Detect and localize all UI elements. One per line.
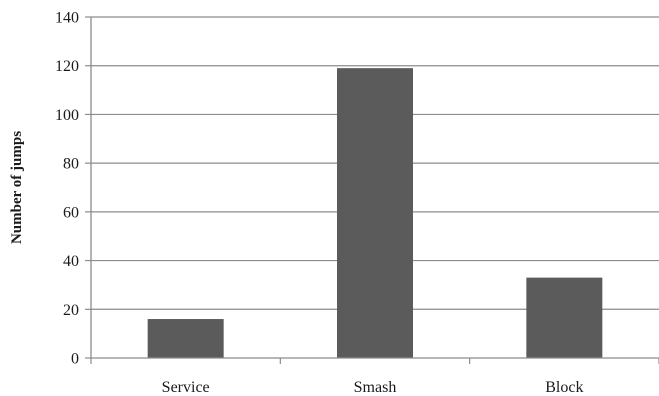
y-tick-label: 140: [55, 10, 79, 27]
bars: [147, 68, 603, 359]
y-tick-label: 60: [63, 204, 79, 221]
x-tick-label-block: Block: [545, 379, 583, 396]
y-tick-label: 80: [63, 156, 79, 173]
y-axis-title: Number of jumps: [9, 131, 25, 244]
y-tick-label: 40: [63, 253, 79, 270]
x-tick-label-smash: Smash: [354, 379, 397, 396]
y-tick-label: 20: [63, 302, 79, 319]
bar-service: [147, 319, 224, 358]
y-tick-label: 0: [71, 351, 79, 368]
y-tick-label: 100: [55, 107, 79, 124]
axes: [90, 17, 659, 359]
y-tick-labels: 0 20 40 60 80 100 120 140: [55, 10, 79, 368]
bar-block: [526, 277, 603, 358]
bar-smash: [337, 68, 413, 359]
x-tick-label-service: Service: [162, 379, 210, 396]
y-tick-label: 120: [55, 58, 79, 75]
x-tick-labels: Service Smash Block: [162, 379, 584, 396]
